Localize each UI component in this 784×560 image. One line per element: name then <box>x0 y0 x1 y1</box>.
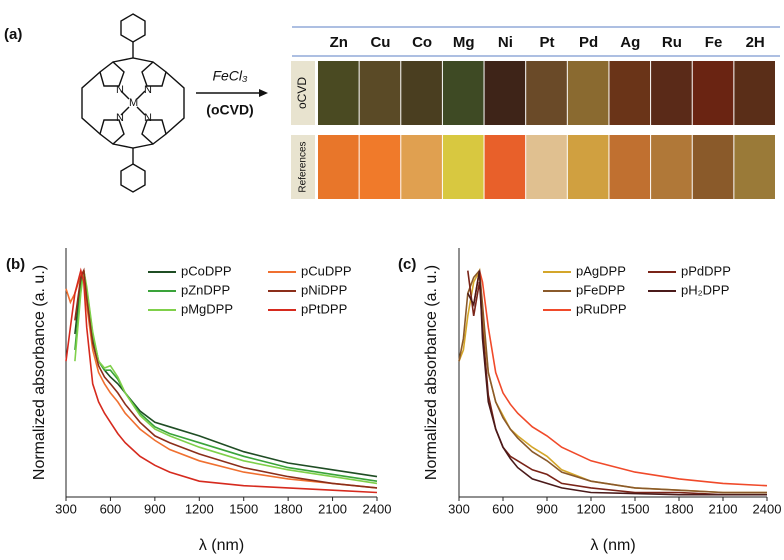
x-tick-label: 1500 <box>621 501 650 516</box>
x-tick-label: 600 <box>100 501 122 516</box>
x-tick-label: 1200 <box>185 501 214 516</box>
spectrum-line <box>467 270 767 496</box>
x-tick-label: 600 <box>492 501 514 516</box>
swatch <box>484 135 526 199</box>
legend-label: pCuDPP <box>301 263 352 278</box>
x-tick-label: 1800 <box>274 501 303 516</box>
legend-label: pFeDPP <box>576 282 625 297</box>
x-axis-label: λ (nm) <box>199 537 244 554</box>
row-label: oCVD <box>295 77 309 109</box>
swatch <box>526 135 567 199</box>
x-tick-label: 900 <box>536 501 558 516</box>
atom-label: N <box>116 84 124 96</box>
x-tick-label: 300 <box>55 501 77 516</box>
atom-label: N <box>116 112 124 124</box>
x-tick-label: 300 <box>448 501 470 516</box>
panel-label: (c) <box>398 256 416 273</box>
x-tick-label: 2100 <box>318 501 347 516</box>
swatch <box>692 135 734 199</box>
plots: 300 600 900 1200 1500 1800 2100 2400 λ (nm) Norma… <box>6 248 781 554</box>
swatch <box>401 135 442 199</box>
y-axis-label: Normalized absorbance (a. u.) <box>31 265 48 480</box>
legend-label: pH₂DPP <box>681 282 729 297</box>
swatch <box>734 61 775 125</box>
atom-label: N <box>144 84 152 96</box>
swatch-grid: Zn Cu Co Mg Ni Pt Pd Ag Ru Fe 2H oCVD References <box>291 34 775 199</box>
column-label: Ni <box>498 34 513 51</box>
x-tick-label: 2400 <box>753 501 782 516</box>
column-label: Mg <box>453 34 475 51</box>
x-tick-label: 1800 <box>665 501 694 516</box>
row-label-box <box>291 61 315 125</box>
atom-label: M <box>129 97 138 109</box>
swatch <box>442 61 484 125</box>
swatch <box>609 135 651 199</box>
row-label: References <box>298 141 309 192</box>
column-label: Co <box>412 34 432 51</box>
x-tick-label: 1200 <box>577 501 606 516</box>
legend-label: pCoDPP <box>181 263 232 278</box>
spectrum-line <box>472 270 768 487</box>
swatch <box>484 61 526 125</box>
column-label: 2H <box>746 34 765 51</box>
y-axis-label: Normalized absorbance (a. u.) <box>423 265 440 480</box>
legend-label: pPtDPP <box>301 301 347 316</box>
column-label: Ag <box>620 34 640 51</box>
legend-label: pRuDPP <box>576 301 627 316</box>
legend-label: pZnDPP <box>181 282 230 297</box>
swatch <box>526 61 567 125</box>
panel-label: (b) <box>6 256 25 273</box>
swatch <box>401 61 442 125</box>
spectrum-line <box>458 268 767 494</box>
swatch <box>692 61 734 125</box>
swatch <box>567 135 609 199</box>
legend-label: pNiDPP <box>301 282 347 297</box>
swatch <box>651 61 692 125</box>
swatch <box>609 61 651 125</box>
atom-label: N <box>144 112 152 124</box>
swatch <box>359 61 401 125</box>
legend-label: pAgDPP <box>576 263 626 278</box>
method: (oCVD) <box>206 102 253 118</box>
x-tick-label: 1500 <box>229 501 258 516</box>
x-tick-label: 2100 <box>709 501 738 516</box>
x-tick-label: 2400 <box>363 501 392 516</box>
arrowhead <box>259 89 268 97</box>
swatch <box>442 135 484 199</box>
column-label: Pt <box>540 34 555 51</box>
legend-label: pPdDPP <box>681 263 731 278</box>
column-label: Pd <box>579 34 598 51</box>
column-label: Ru <box>662 34 682 51</box>
swatch <box>651 135 692 199</box>
spectrum-line <box>74 270 378 485</box>
column-label: Fe <box>705 34 723 51</box>
legend-label: pMgDPP <box>181 301 233 316</box>
x-tick-label: 900 <box>144 501 166 516</box>
x-axis-label: λ (nm) <box>590 537 635 554</box>
reagent: FeCl₃ <box>212 68 248 84</box>
column-label: Zn <box>330 34 348 51</box>
panel-label: (a) <box>4 26 22 43</box>
swatch <box>734 135 775 199</box>
spectrum-line <box>65 267 378 494</box>
swatch <box>318 61 359 125</box>
column-label: Cu <box>370 34 390 51</box>
spectrum-line <box>74 267 378 489</box>
swatch <box>318 135 359 199</box>
swatch <box>567 61 609 125</box>
swatch <box>359 135 401 199</box>
row-label-box <box>291 135 315 199</box>
molecule <box>81 13 185 193</box>
